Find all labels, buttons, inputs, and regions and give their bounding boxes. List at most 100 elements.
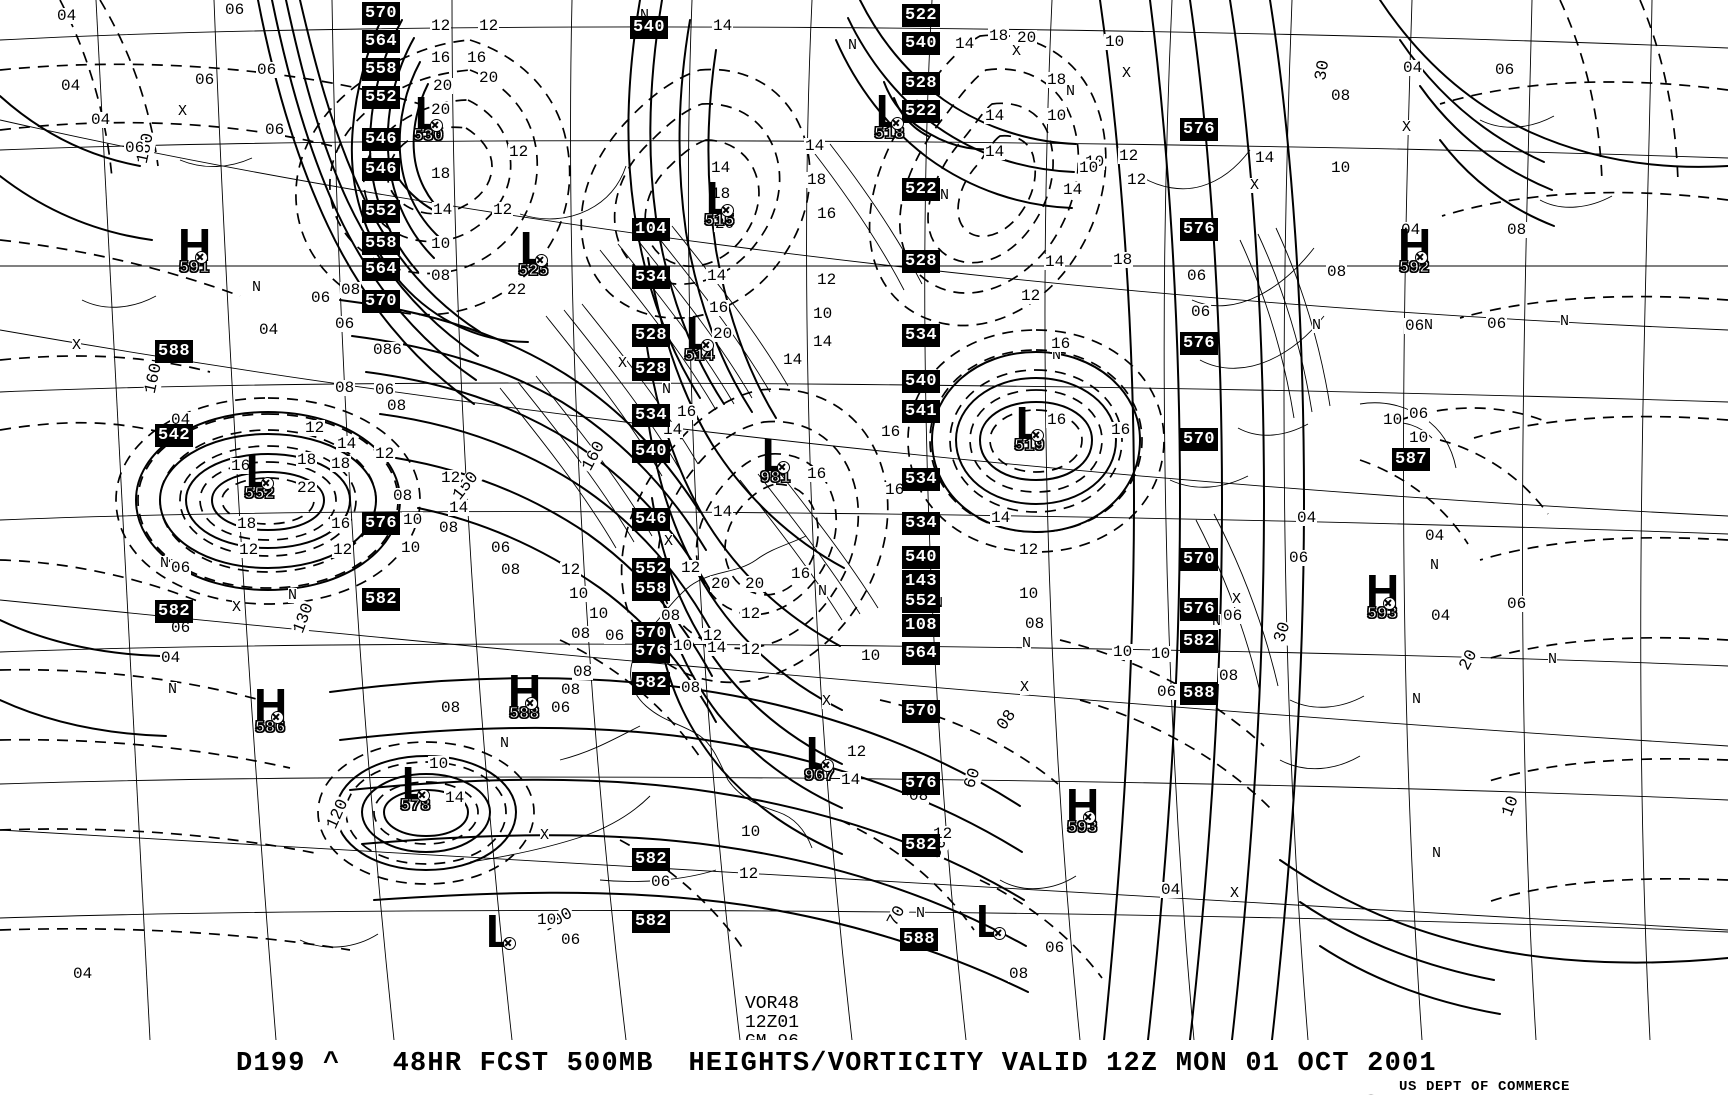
pressure-center-dot-icon (261, 477, 274, 490)
grid-letter-mark: N (662, 381, 672, 398)
grid-letter-mark: X (232, 599, 242, 616)
map-chart-area: 570 564 558 552 546 546 552 558 564 570 588 542 576 5… (0, 0, 1728, 1040)
agency-line-1: US DEPT OF COMMERCE (1399, 1079, 1571, 1095)
vorticity-value-label: 20 (432, 77, 454, 95)
height-contour-label: 587 (1392, 448, 1431, 471)
vorticity-value-label: 06 (1044, 939, 1066, 957)
vorticity-value-label: 10 (430, 235, 452, 253)
vorticity-value-label: 06 (1506, 595, 1528, 613)
vorticity-value-label: 06 (334, 315, 356, 333)
vorticity-value-label: 086 (372, 341, 403, 359)
height-contour-label: 542 (155, 424, 194, 447)
vorticity-value-label: 12 (1126, 171, 1148, 189)
vorticity-value-label: 06 (1156, 683, 1178, 701)
vorticity-value-label: 14 (444, 789, 466, 807)
vorticity-value-label: 06 (1494, 61, 1516, 79)
vorticity-value-label: 12 (440, 469, 462, 487)
vorticity-value-label: 20 (714, 215, 736, 233)
vorticity-value-label: 10 (1112, 643, 1134, 661)
vorticity-value-label: 16 (1110, 421, 1132, 439)
vorticity-value-label: 06 (170, 619, 192, 637)
grid-letter-mark: X (1230, 885, 1240, 902)
height-contour-label: 534 (902, 512, 941, 535)
vorticity-value-label: 16 (1050, 335, 1072, 353)
height-contour-label: 582 (155, 600, 194, 623)
vorticity-value-label: 12 (492, 201, 514, 219)
height-contour-label: 558 (362, 232, 401, 255)
height-contour-label: 576 (902, 772, 941, 795)
vorticity-value-label: 04 (90, 111, 112, 129)
height-contour-label: 108 (902, 614, 941, 637)
vorticity-value-label: 18 (988, 27, 1010, 45)
vorticity-value-label: 04 (1424, 527, 1446, 545)
vorticity-value-label: 06 (1190, 303, 1212, 321)
vorticity-value-label: 06 (264, 121, 286, 139)
pressure-center-dot-icon (821, 759, 834, 772)
grid-letter-mark: N (1548, 651, 1558, 668)
vorticity-value-label: 16 (230, 457, 252, 475)
vorticity-value-label: 10 (740, 823, 762, 841)
vorticity-value-label: 10 (1382, 411, 1404, 429)
height-contour-label: 522 (902, 4, 941, 27)
vorticity-value-label: 04 (72, 965, 94, 983)
vorticity-value-label: 12 (846, 743, 868, 761)
vorticity-value-label: 10 (1018, 585, 1040, 603)
high-center-586: H 586 (254, 682, 287, 738)
vorticity-value-label: 08 (680, 679, 702, 697)
vorticity-value-label: 08 (1218, 667, 1240, 685)
vorticity-value-label: 10 (428, 755, 450, 773)
vorticity-value-label: 18 (1112, 251, 1134, 269)
height-contour-label: 570 (1180, 428, 1219, 451)
vorticity-value-label: 12 (374, 445, 396, 463)
vorticity-value-label: 12 (238, 541, 260, 559)
vorticity-value-label: 22 (506, 281, 528, 299)
pressure-center-dot-icon (701, 339, 714, 352)
grid-letter-mark: N (1430, 557, 1440, 574)
vorticity-value-label: 06 (1486, 315, 1508, 333)
vorticity-value-label: 10 (400, 539, 422, 557)
vorticity-value-label: 12 (430, 17, 452, 35)
vorticity-value-label: 20 (1016, 29, 1038, 47)
vorticity-value-label: 12 (740, 605, 762, 623)
vorticity-value-label: 06 (1222, 607, 1244, 625)
vorticity-value-label: 20 (710, 575, 732, 593)
pressure-center-dot-icon (777, 461, 790, 474)
vorticity-value-label: 16 (790, 565, 812, 583)
height-contour-label: 576 (1180, 332, 1219, 355)
vorticity-value-label: 12 (740, 641, 762, 659)
vorticity-value-label: 08 (500, 561, 522, 579)
height-contour-label: 576 (1180, 218, 1219, 241)
height-contour-label: 564 (902, 642, 941, 665)
grid-letter-mark: N (1022, 635, 1032, 652)
map-contour-svg (0, 0, 1728, 1040)
vorticity-value-label: 06 (650, 873, 672, 891)
height-contour-label: 588 (155, 340, 194, 363)
grid-letter-mark: X (540, 827, 550, 844)
height-contour-label: 576 (632, 640, 671, 663)
vorticity-value-label: 06 (550, 699, 572, 717)
height-contour-label: 558 (362, 58, 401, 81)
low-center-518: L 518 (873, 88, 905, 144)
vorticity-value-label: 14 (840, 771, 862, 789)
vorticity-value-label: 16 (466, 49, 488, 67)
height-contour-label: 534 (632, 404, 671, 427)
grid-letter-mark: N (500, 735, 510, 752)
height-contour-label: 528 (902, 250, 941, 273)
chart-footer: D199 ^ 48HR FCST 500MB HEIGHTS/VORTICITY… (0, 1040, 1728, 1095)
height-contour-label: 540 (630, 16, 669, 39)
vorticity-value-label: 16 (708, 299, 730, 317)
vorticity-value-label: 12 (1118, 147, 1140, 165)
grid-letter-mark: N (1412, 691, 1422, 708)
vorticity-value-label: 14 (812, 333, 834, 351)
vorticity-value-label: 10 (812, 305, 834, 323)
height-contour-label: 528 (632, 358, 671, 381)
grid-letter-mark: X (664, 533, 674, 550)
height-contour-label: 582 (632, 848, 671, 871)
pressure-center-dot-icon (195, 251, 208, 264)
height-contour-label: 104 (632, 218, 671, 241)
pressure-center-dot-icon (271, 711, 284, 724)
vorticity-value-label: 18 (236, 515, 258, 533)
height-contour-label: 582 (1180, 630, 1219, 653)
vorticity-value-label: 06 (310, 289, 332, 307)
vorticity-value-label: 08 (386, 397, 408, 415)
